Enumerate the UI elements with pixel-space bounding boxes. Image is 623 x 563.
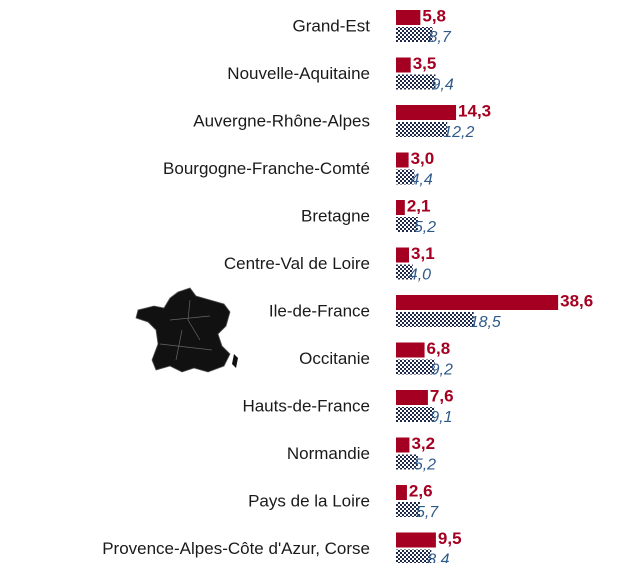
category-label: Hauts-de-France	[242, 396, 370, 415]
category-label: Provence-Alpes-Côte d'Azur, Corse	[102, 539, 370, 558]
value-label: 38,6	[560, 291, 593, 310]
category-label: Grand-Est	[293, 16, 371, 35]
value-label: 5,2	[414, 457, 436, 474]
value-label: 8,7	[429, 29, 452, 46]
bar	[396, 10, 421, 25]
value-label: 5,7	[416, 504, 439, 521]
value-label: 2,1	[407, 196, 431, 215]
bar	[396, 312, 474, 327]
bar	[396, 532, 436, 548]
value-label: 14,3	[458, 101, 491, 120]
value-label: 9,4	[431, 77, 453, 94]
value-label: 4,0	[409, 267, 431, 284]
category-label: Auvergne-Rhône-Alpes	[193, 111, 370, 130]
category-label: Occitanie	[299, 349, 370, 368]
category-label: Nouvelle-Aquitaine	[227, 64, 370, 83]
value-label: 4,4	[410, 172, 432, 189]
value-label: 3,1	[411, 244, 435, 263]
category-label: Pays de la Loire	[248, 491, 370, 510]
bar	[396, 264, 413, 280]
value-label: 9,1	[430, 409, 452, 426]
category-label: Bourgogne-Franche-Comté	[163, 159, 370, 178]
bar	[396, 502, 420, 517]
bar	[396, 122, 448, 137]
value-label: 9,5	[438, 529, 462, 548]
bar	[396, 247, 410, 263]
value-label: 9,2	[431, 362, 453, 379]
bar	[396, 105, 457, 120]
bar	[396, 169, 415, 185]
bar	[396, 57, 411, 73]
bar	[396, 200, 405, 215]
bar	[396, 549, 432, 563]
bar	[396, 437, 410, 453]
value-label: 5,2	[414, 219, 436, 236]
france-map-icon	[135, 287, 238, 373]
category-label: Centre-Val de Loire	[224, 254, 370, 273]
bar	[396, 454, 418, 470]
value-label: 2,6	[409, 481, 433, 500]
value-label: 12,2	[443, 124, 474, 141]
bar	[396, 27, 433, 42]
value-label: 8,4	[427, 552, 449, 563]
value-label: 3,0	[411, 149, 435, 168]
value-label: 5,8	[422, 6, 446, 25]
bar	[396, 217, 418, 232]
bar	[396, 359, 435, 375]
value-label: 7,6	[430, 386, 454, 405]
bar	[396, 74, 436, 90]
value-label: 18,5	[470, 314, 501, 331]
bar	[396, 342, 425, 358]
bar	[396, 407, 435, 422]
value-label: 6,8	[427, 339, 451, 358]
value-label: 3,5	[413, 54, 437, 73]
value-label: 3,2	[411, 434, 435, 453]
bar	[396, 152, 409, 168]
category-label: Ile-de-France	[269, 301, 370, 320]
bar	[396, 390, 428, 405]
category-label: Bretagne	[301, 206, 370, 225]
bar	[396, 485, 407, 500]
category-label: Normandie	[287, 444, 370, 463]
bar	[396, 295, 559, 310]
